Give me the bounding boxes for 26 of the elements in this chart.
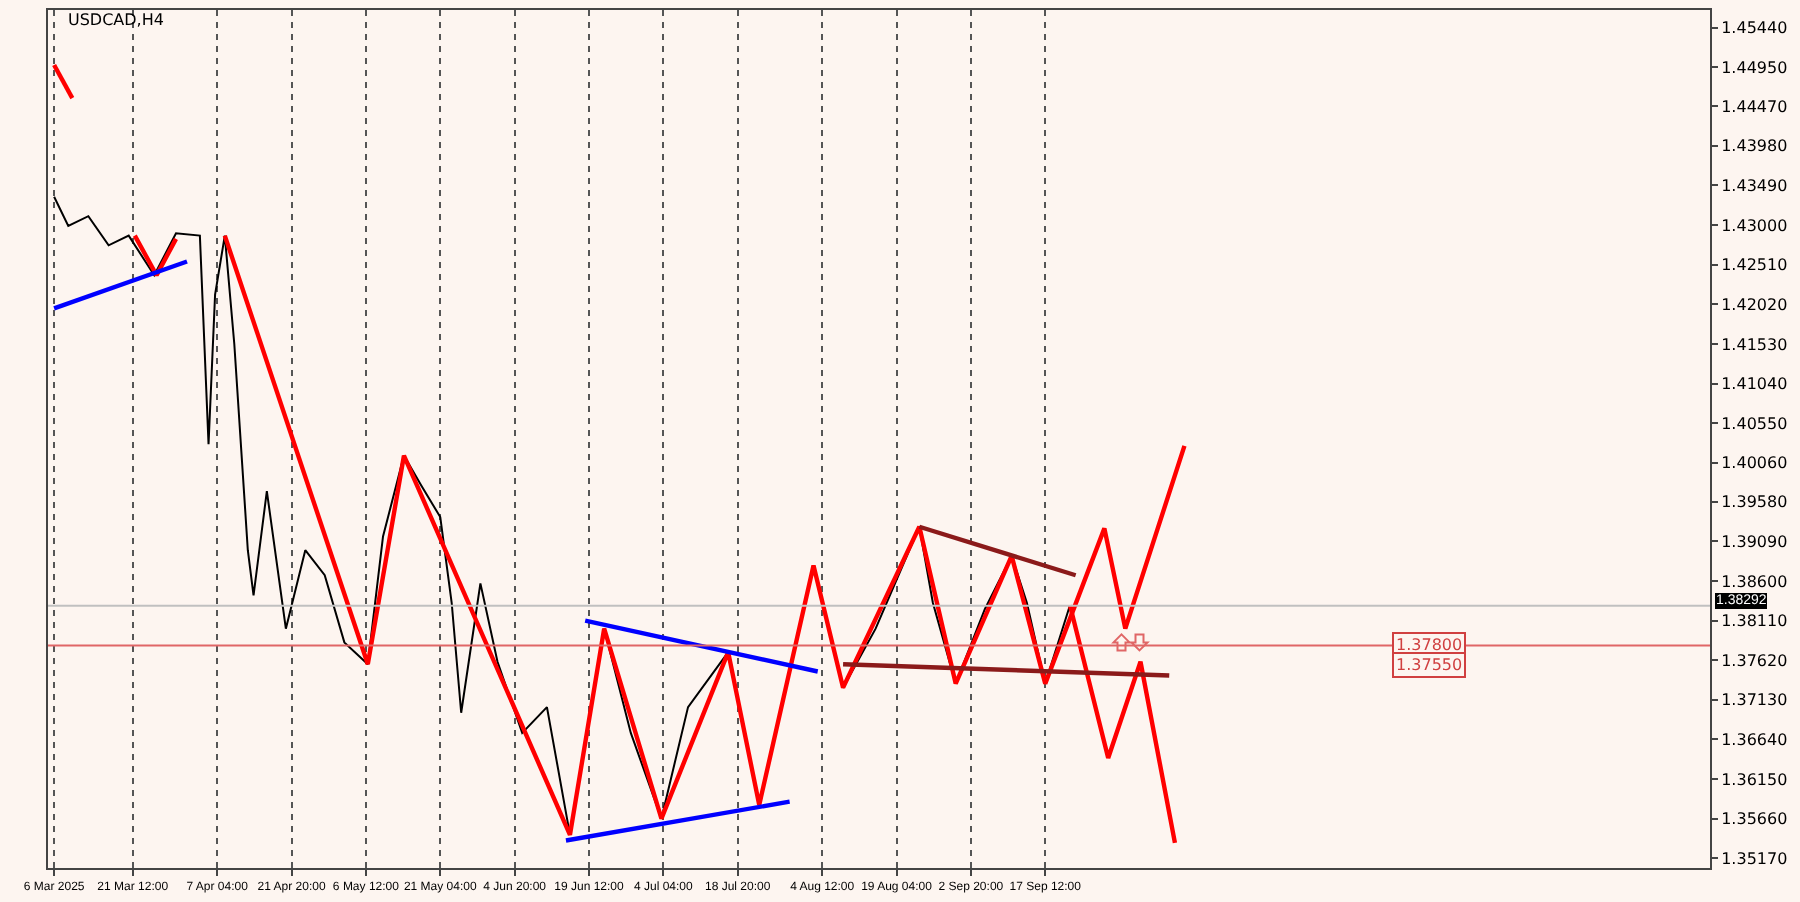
y-tick-label: 1.38600 [1721,572,1788,591]
y-tick-label: 1.44470 [1721,97,1788,116]
line-series [222,233,1187,838]
y-tick-label: 1.36640 [1721,731,1788,750]
y-tick-label: 1.40060 [1721,454,1788,473]
y-tick-label: 1.36150 [1721,770,1788,789]
annotation: 1.37550 [1396,656,1463,674]
y-tick-label: 1.45440 [1721,19,1788,38]
y-tick-label: 1.40550 [1721,414,1788,433]
y-tick-label: 1.38110 [1721,612,1788,631]
y-tick-label: 1.43000 [1721,216,1788,235]
y-tick-label: 1.35660 [1721,810,1788,829]
y-tick-label: 1.35170 [1721,849,1788,868]
y-tick-label: 1.43490 [1721,177,1788,196]
y-tick-label: 1.42510 [1721,256,1788,275]
y-tick-label: 1.37620 [1721,651,1788,670]
y-tick-label: 1.42020 [1721,295,1788,314]
y-tick-label: 1.39090 [1721,532,1788,551]
annotation: 1.37800 [1396,636,1463,654]
y-tick-label: 1.39580 [1721,493,1788,512]
chart-title: USDCAD,H4 [67,11,164,30]
y-tick-label: 1.44950 [1721,59,1788,78]
y-tick-label: 1.43980 [1721,137,1788,156]
y-tick-label: 1.41040 [1721,375,1788,394]
y-tick-label: 1.37130 [1721,691,1788,710]
y-tick-label: 1.41530 [1721,335,1788,354]
